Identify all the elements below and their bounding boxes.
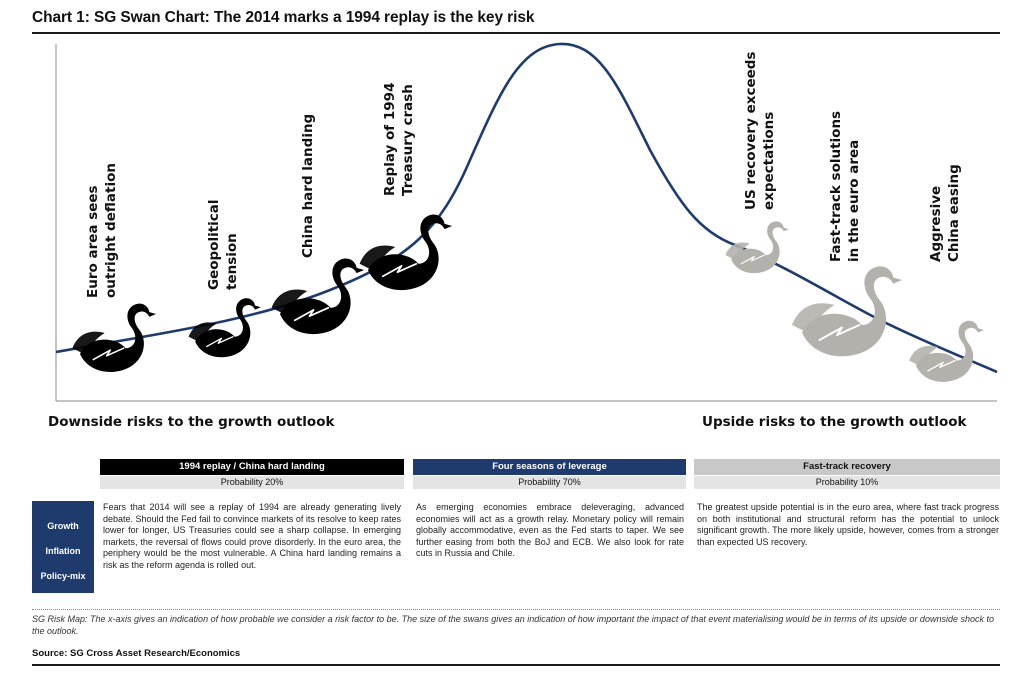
downside-axis-label: Downside risks to the growth outlook [48,414,335,430]
swan-label-fast-track: Fast-track solutions in the euro area [828,106,862,262]
swan-china-hard-landing [271,258,364,335]
swan-label-china-easing: Aggresive China easing [928,164,962,262]
chart-title: Chart 1: SG Swan Chart: The 2014 marks a… [32,9,535,26]
scenario-text-four-seasons: As emerging economies embrace deleveragi… [416,502,684,559]
swan-label-1994-replay: Replay of 1994 Treasury crash [382,78,416,196]
factor-legend-box: Growth Inflation Policy-mix [32,501,94,593]
swan-geopolitical-tension [188,298,261,358]
title-divider [32,32,1000,34]
swan-label-euro-deflation: Euro area sees outright deflation [85,163,119,298]
scenario-text-1994-replay: Fears that 2014 will see a replay of 199… [103,502,401,570]
swan-label-us-recovery: US recovery exceeds expectations [743,47,777,210]
swan-label-geopolitical: Geopolitical tension [206,195,240,290]
scenario-header-four-seasons: Four seasons of leverage [413,459,686,475]
bottom-divider [32,664,1000,666]
scenario-header-fast-track: Fast-track recovery [694,459,1000,475]
probability-curve [55,42,998,374]
scenario-header-1994-replay: 1994 replay / China hard landing [100,459,404,475]
scenario-probability-four-seasons: Probability 70% [413,476,686,489]
factor-growth: Growth [47,521,79,531]
factor-policy-mix: Policy-mix [40,571,86,581]
scenario-text-fast-track: The greatest upside potential is in the … [697,502,999,547]
scenario-probability-fast-track: Probability 10% [694,476,1000,489]
upside-axis-label: Upside risks to the growth outlook [702,414,967,430]
swan-label-china-hard-landing: China hard landing [300,114,316,258]
note-divider [32,609,1000,610]
source-line: Source: SG Cross Asset Research/Economic… [32,648,241,659]
risk-map-note: SG Risk Map: The x-axis gives an indicat… [32,614,994,636]
scenario-probability-1994-replay: Probability 20% [100,476,404,489]
swan-chart: Euro area sees outright deflation Geopol… [55,42,998,402]
factor-inflation: Inflation [45,546,81,556]
swan-1994-replay [359,214,452,291]
